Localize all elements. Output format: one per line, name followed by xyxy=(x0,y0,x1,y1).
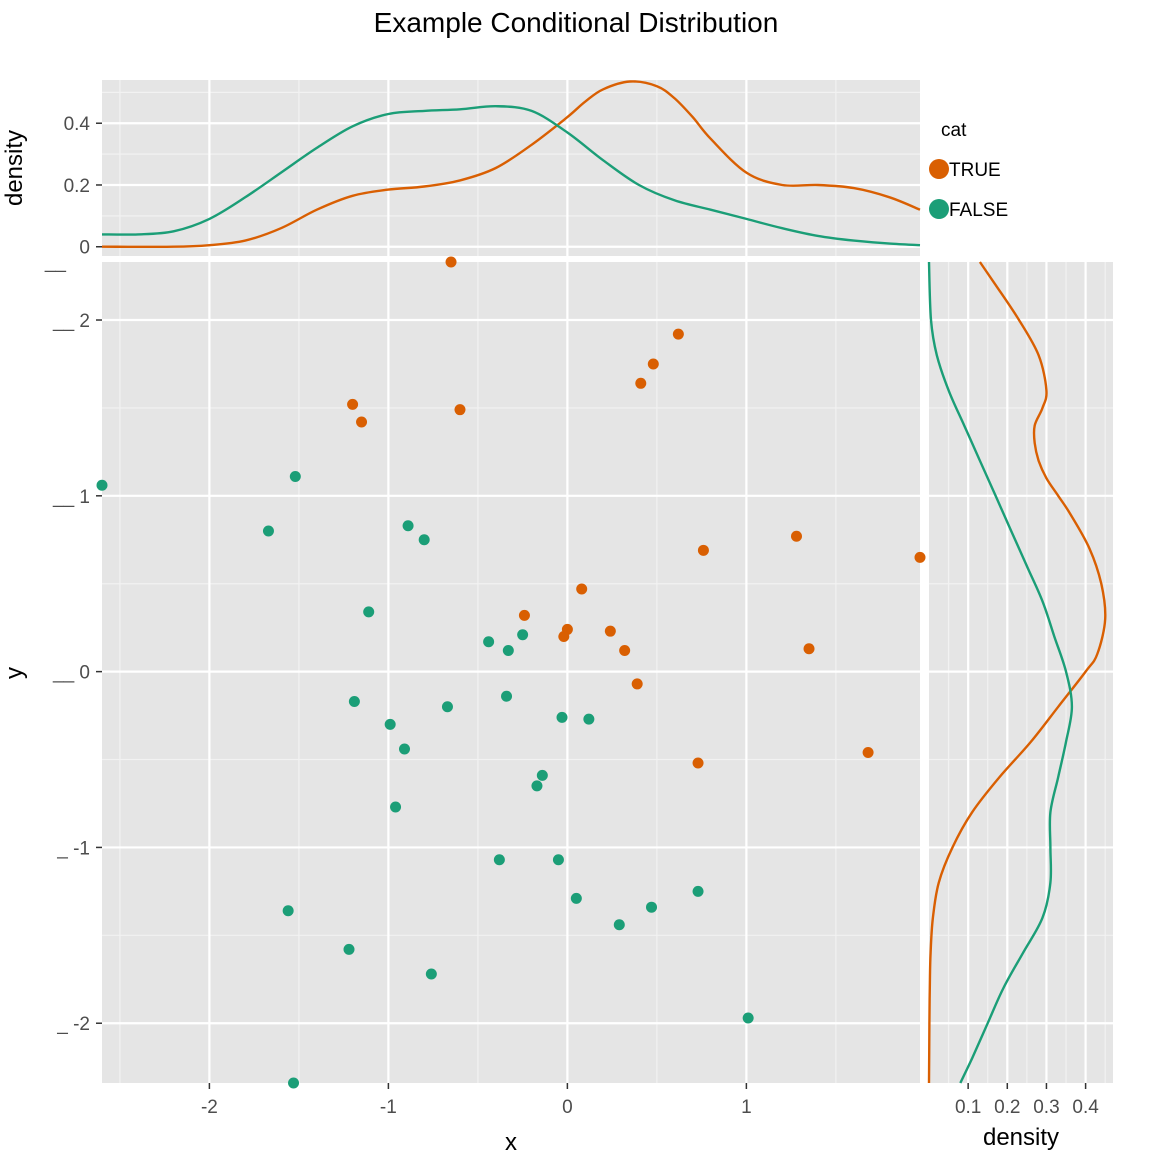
x-tick-label: -1 xyxy=(380,1097,397,1118)
legend-key-true xyxy=(929,159,949,179)
point-true xyxy=(635,377,647,389)
point-false xyxy=(402,520,414,532)
top-panel-grid xyxy=(102,80,920,256)
y-tick-label: _ -2 xyxy=(56,1014,90,1035)
y-axis-label: y xyxy=(1,667,28,679)
point-false xyxy=(343,943,355,955)
point-false xyxy=(96,479,108,491)
point-false xyxy=(501,690,513,702)
top-panel-density-lines xyxy=(101,80,921,249)
legend-key-false xyxy=(929,199,949,219)
y-axis: _ -2 _ -1 __ 0 __ 1 __ 2 xyxy=(52,311,102,1035)
point-false xyxy=(262,525,274,537)
point-true xyxy=(445,256,457,268)
point-false xyxy=(425,968,437,980)
top-y-tick-label: 0.4 xyxy=(64,114,91,135)
right-panel-x-axis: 0.1 0.2 0.3 0.4 xyxy=(955,1083,1099,1118)
right-panel-density-lines xyxy=(927,261,1107,1084)
point-true xyxy=(558,630,570,642)
point-true xyxy=(803,643,815,655)
point-true xyxy=(647,358,659,370)
point-true xyxy=(454,404,466,416)
point-false xyxy=(483,636,495,648)
y-tick-label: __ 0 xyxy=(52,663,90,684)
x-axis-label: x xyxy=(505,1129,517,1152)
point-true xyxy=(692,757,704,769)
point-true xyxy=(790,530,802,542)
point-false xyxy=(502,645,514,657)
point-true xyxy=(356,416,368,428)
point-false xyxy=(531,780,543,792)
chart-title: Example Conditional Distribution xyxy=(374,7,779,38)
point-true xyxy=(914,551,926,563)
point-true xyxy=(631,678,643,690)
y-tick-label: _ -1 xyxy=(56,838,90,859)
point-false xyxy=(441,701,453,713)
legend: cat TRUE FALSE xyxy=(929,120,1008,221)
point-false xyxy=(384,718,396,730)
point-true xyxy=(672,328,684,340)
point-true xyxy=(604,625,616,637)
right-density-panel: 0.1 0.2 0.3 0.4 xyxy=(927,261,1113,1118)
point-true xyxy=(576,583,588,595)
scatter-panel-grid xyxy=(102,262,920,1083)
y-tick-label: __ 1 xyxy=(52,487,90,508)
right-panel-x-axis-label: density xyxy=(983,1124,1059,1151)
y-tick-label: __ 2 xyxy=(52,311,90,332)
right-x-tick-label: 0.2 xyxy=(994,1097,1020,1118)
point-false xyxy=(282,905,294,917)
right-density-line-true xyxy=(927,261,1107,1084)
top-density-line-false xyxy=(101,104,921,247)
right-x-tick-label: 0.4 xyxy=(1072,1097,1099,1118)
x-tick-label: -2 xyxy=(201,1097,218,1118)
point-true xyxy=(619,645,631,657)
point-false xyxy=(692,885,704,897)
point-true xyxy=(862,746,874,758)
point-false xyxy=(613,919,625,931)
point-false xyxy=(390,801,402,813)
scatter-points xyxy=(96,256,926,1089)
x-tick-label: 1 xyxy=(741,1097,752,1118)
legend-label-false: FALSE xyxy=(949,200,1008,221)
point-false xyxy=(583,713,595,725)
scatter-panel: -2 -1 0 1 _ -2 _ -1 __ 0 __ 1 __ 2 xyxy=(52,256,926,1118)
point-false xyxy=(398,743,410,755)
legend-entries: TRUE FALSE xyxy=(929,159,1008,221)
right-x-tick-label: 0.3 xyxy=(1033,1097,1059,1118)
point-false xyxy=(742,1012,754,1024)
x-tick-label: 0 xyxy=(562,1097,573,1118)
point-false xyxy=(348,696,360,708)
top-y-tick-label: 0.2 xyxy=(64,176,90,197)
point-true xyxy=(347,398,359,410)
point-false xyxy=(556,711,568,723)
point-false xyxy=(493,854,505,866)
point-true xyxy=(518,609,530,621)
top-y-tick-label: 0 xyxy=(79,238,90,259)
top-density-line-true xyxy=(101,80,921,249)
point-false xyxy=(288,1077,300,1089)
top-density-panel: 0 0.2 0.4 __ xyxy=(44,80,921,273)
point-false xyxy=(570,892,582,904)
top-y-extra-tick-label: __ xyxy=(44,252,67,273)
right-x-tick-label: 0.1 xyxy=(955,1097,981,1118)
top-panel-y-axis: 0 0.2 0.4 __ xyxy=(44,114,102,273)
point-false xyxy=(552,854,564,866)
top-panel-y-axis-label: density xyxy=(1,130,28,206)
x-axis: -2 -1 0 1 xyxy=(201,1083,752,1118)
point-false xyxy=(646,901,658,913)
point-false xyxy=(289,470,301,482)
point-false xyxy=(418,534,430,546)
legend-label-true: TRUE xyxy=(949,160,1001,181)
legend-title: cat xyxy=(941,120,967,141)
point-false xyxy=(517,629,529,641)
point-false xyxy=(536,769,548,781)
right-density-line-false xyxy=(927,261,1074,1084)
point-true xyxy=(697,544,709,556)
top-panel-background xyxy=(102,80,920,256)
point-false xyxy=(363,606,375,618)
